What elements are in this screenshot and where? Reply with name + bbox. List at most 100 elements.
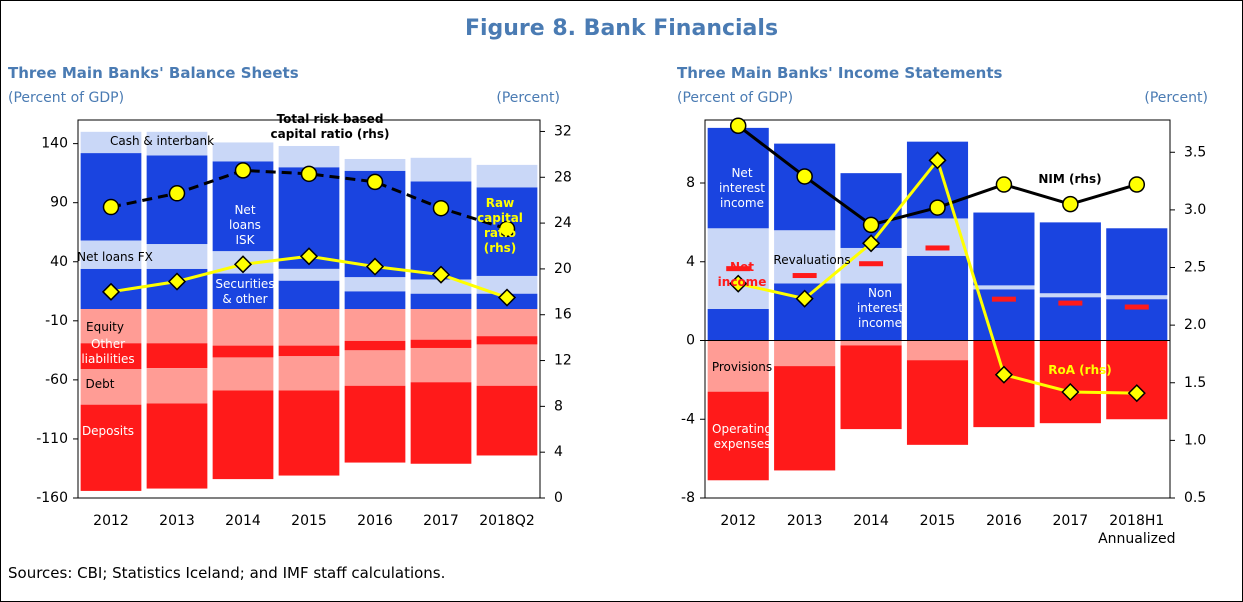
bar-segment bbox=[80, 240, 142, 269]
bar-segment bbox=[344, 309, 406, 341]
plot-frame bbox=[77, 119, 541, 499]
series-label: Net income bbox=[717, 260, 767, 289]
bar-segment bbox=[344, 291, 406, 309]
marker bbox=[168, 185, 186, 202]
x-tick-label: 2018H1 Annualized bbox=[1098, 513, 1176, 547]
bar-segment bbox=[476, 336, 538, 345]
y2-tick-label: 16 bbox=[554, 307, 572, 323]
y2-tick-label: 2.5 bbox=[1184, 260, 1206, 276]
series-label: Net interest income bbox=[718, 166, 766, 210]
bar-segment bbox=[80, 343, 142, 370]
bar-segment bbox=[476, 275, 538, 294]
y2-tick-label: 8 bbox=[554, 398, 563, 414]
series-label: NIM (rhs) bbox=[1038, 172, 1102, 186]
bar-segment bbox=[212, 390, 274, 480]
marker bbox=[994, 365, 1013, 384]
net-income-marker bbox=[991, 296, 1016, 302]
bar-segment bbox=[344, 385, 406, 463]
x-tick-label: 2018Q2 bbox=[479, 513, 535, 529]
series-label: Other liabilities bbox=[81, 337, 135, 366]
marker bbox=[300, 165, 318, 183]
figure-title: Figure 8. Bank Financials bbox=[464, 16, 779, 41]
bar-segment bbox=[344, 277, 406, 292]
bar-segment bbox=[1106, 228, 1168, 296]
bar-segment bbox=[476, 164, 538, 188]
marker bbox=[1061, 382, 1080, 402]
series-label: Cash & interbank bbox=[109, 134, 215, 148]
marker bbox=[796, 168, 813, 185]
series-label: RoA (rhs) bbox=[1048, 363, 1112, 377]
x-tick-label: 2013 bbox=[786, 513, 823, 529]
bar-segment bbox=[146, 343, 208, 369]
bar-segment bbox=[80, 369, 142, 405]
bar-segment bbox=[146, 131, 208, 156]
y2-tick-label: 0.5 bbox=[1184, 490, 1206, 506]
bar-segment bbox=[278, 268, 340, 281]
x-tick-label: 2015 bbox=[291, 513, 327, 529]
y2-tick-label: 1.0 bbox=[1184, 432, 1206, 448]
marker bbox=[234, 162, 252, 179]
y2-tick-label: 32 bbox=[554, 123, 572, 139]
y2-axis-label: (Percent) bbox=[496, 90, 560, 106]
bar-segment bbox=[707, 340, 769, 392]
bar-segment bbox=[278, 356, 340, 391]
marker bbox=[862, 234, 881, 253]
bar-segment bbox=[278, 145, 340, 168]
x-tick-label: 2014 bbox=[225, 513, 261, 529]
bar-segment bbox=[707, 127, 769, 229]
x-tick-label: 2016 bbox=[986, 513, 1022, 529]
chart-title: Three Main Banks' Balance Sheets bbox=[8, 64, 299, 82]
bar-segment bbox=[146, 368, 208, 404]
y2-tick-label: 4 bbox=[554, 444, 563, 460]
marker bbox=[101, 282, 121, 301]
net-income-marker bbox=[859, 261, 884, 267]
y-tick-label: -8 bbox=[681, 490, 695, 506]
x-tick-label: 2013 bbox=[159, 513, 195, 529]
bar-segment bbox=[1039, 222, 1101, 294]
series-label: Non interest income bbox=[856, 286, 904, 330]
net-income-marker bbox=[792, 273, 817, 279]
y-tick-label: 40 bbox=[50, 254, 68, 270]
bar-segment bbox=[212, 357, 274, 391]
x-tick-label: 2016 bbox=[357, 513, 393, 529]
y2-tick-label: 12 bbox=[554, 353, 572, 369]
bar-segment bbox=[774, 340, 836, 367]
y-axis-label: (Percent of GDP) bbox=[8, 90, 125, 106]
bar-segment bbox=[906, 340, 969, 361]
marker bbox=[1128, 176, 1146, 193]
bar-segment bbox=[906, 360, 969, 445]
bar-segment bbox=[707, 309, 769, 341]
x-tick-label: 2012 bbox=[720, 513, 757, 529]
series-label: Raw capital ratio (rhs) bbox=[477, 196, 523, 255]
bar-segment bbox=[774, 143, 836, 231]
net-income-marker bbox=[925, 245, 950, 251]
marker bbox=[929, 199, 946, 216]
bar-segment bbox=[707, 391, 769, 481]
y2-tick-label: 28 bbox=[554, 169, 572, 185]
bar-segment bbox=[146, 309, 208, 344]
bar-segment bbox=[278, 309, 340, 346]
y2-tick-label: 1.5 bbox=[1184, 375, 1206, 391]
marker bbox=[167, 272, 187, 291]
bar-segment bbox=[146, 403, 208, 489]
marker bbox=[928, 151, 947, 170]
x-tick-label: 2015 bbox=[919, 513, 956, 529]
x-tick-label: 2012 bbox=[93, 513, 129, 529]
net-income-marker bbox=[1058, 300, 1083, 306]
x-tick-label: 2014 bbox=[853, 513, 889, 529]
marker bbox=[366, 173, 384, 191]
bar-segment bbox=[973, 285, 1035, 290]
marker bbox=[862, 216, 880, 234]
y-tick-label: 140 bbox=[41, 136, 68, 152]
bar-segment bbox=[410, 339, 472, 348]
net-income-marker bbox=[726, 266, 751, 272]
bar-segment bbox=[410, 181, 472, 280]
chart-title: Three Main Banks' Income Statements bbox=[677, 64, 1003, 82]
bar-segment bbox=[344, 350, 406, 386]
bar-segment bbox=[212, 273, 274, 309]
bar-segment bbox=[840, 283, 902, 341]
marker bbox=[233, 255, 253, 274]
bar-segment bbox=[774, 366, 836, 471]
series-label: Equity bbox=[86, 320, 124, 334]
y2-tick-label: 2.0 bbox=[1184, 317, 1206, 333]
